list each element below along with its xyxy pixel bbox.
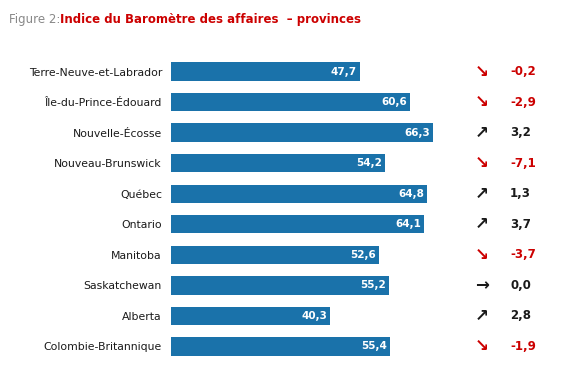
Text: ↗: ↗ <box>475 185 488 203</box>
Text: 52,6: 52,6 <box>350 250 376 260</box>
Text: 3,2: 3,2 <box>510 126 531 139</box>
Text: 1,3: 1,3 <box>510 187 531 200</box>
Bar <box>171 245 379 264</box>
Bar <box>171 337 390 356</box>
Text: -1,9: -1,9 <box>510 340 536 353</box>
Text: -3,7: -3,7 <box>510 248 536 261</box>
Text: Figure 2:: Figure 2: <box>9 13 67 26</box>
Text: -2,9: -2,9 <box>510 96 536 109</box>
Text: 60,6: 60,6 <box>381 97 408 107</box>
Text: -7,1: -7,1 <box>510 157 536 170</box>
Text: ↘: ↘ <box>475 93 488 111</box>
Text: 0,0: 0,0 <box>510 279 531 292</box>
Text: →: → <box>475 276 488 294</box>
Text: ↘: ↘ <box>475 337 488 355</box>
Bar <box>171 185 427 203</box>
Text: 3,7: 3,7 <box>510 218 531 231</box>
Text: ↗: ↗ <box>475 124 488 142</box>
Text: ↘: ↘ <box>475 154 488 172</box>
Text: ↘: ↘ <box>475 63 488 81</box>
Text: 54,2: 54,2 <box>356 158 382 168</box>
Bar <box>171 215 424 233</box>
Text: ↘: ↘ <box>475 246 488 264</box>
Text: 64,8: 64,8 <box>398 189 424 199</box>
Bar <box>171 93 410 111</box>
Text: ↗: ↗ <box>475 215 488 233</box>
Bar <box>171 307 330 325</box>
Text: ↗: ↗ <box>475 307 488 325</box>
Text: 64,1: 64,1 <box>395 219 421 229</box>
Bar <box>171 276 389 294</box>
Text: 47,7: 47,7 <box>330 66 356 76</box>
Text: 2,8: 2,8 <box>510 309 531 322</box>
Text: 55,2: 55,2 <box>360 280 386 290</box>
Text: 40,3: 40,3 <box>301 311 327 321</box>
Text: 66,3: 66,3 <box>404 128 430 138</box>
Bar <box>171 154 385 173</box>
Text: Indice du Baromètre des affaires  – provinces: Indice du Baromètre des affaires – provi… <box>60 13 361 26</box>
Bar <box>171 124 433 142</box>
Bar <box>171 62 360 81</box>
Text: -0,2: -0,2 <box>510 65 536 78</box>
Text: 55,4: 55,4 <box>361 342 387 352</box>
